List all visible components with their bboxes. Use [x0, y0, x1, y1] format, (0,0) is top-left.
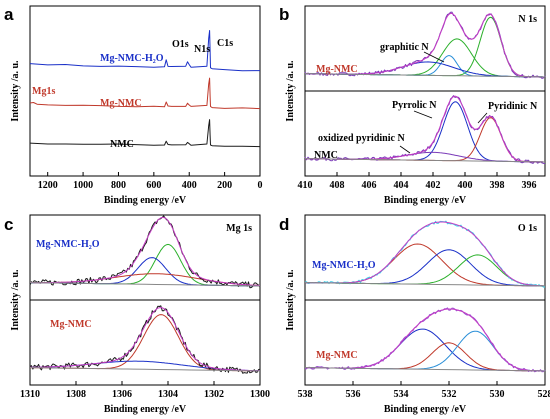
x-axis-label: Binding energy /eV: [384, 195, 467, 206]
survey-line-0: [29, 30, 261, 72]
label-n1s: N1s: [194, 44, 210, 55]
y-axis-label: Intensity /a. u.: [10, 60, 21, 122]
sample-label-1: Mg-NMC: [50, 319, 92, 330]
x-tick-label: 0: [258, 180, 263, 191]
survey-line-1: [29, 77, 261, 110]
fit-component-0-0: [29, 243, 260, 287]
x-tick-label: 534: [394, 389, 409, 400]
x-tick-label: 1300: [250, 389, 270, 400]
sample-label-0: Mg-NMC: [316, 64, 358, 75]
fit-envelope-1: [29, 307, 260, 372]
x-tick-label: 1200: [38, 180, 58, 191]
fit-baseline-1: [304, 158, 546, 163]
label-oxidized-pyridinic-n: oxidized pyridinic N: [318, 133, 405, 144]
x-tick-label: 532: [442, 389, 457, 400]
x-tick-label: 1302: [204, 389, 224, 400]
fit-envelope-0: [30, 217, 261, 286]
fit-envelope-0: [304, 221, 545, 287]
label-pyridinic-n: Pyridinic N: [488, 101, 538, 112]
label-o1s: O1s: [172, 39, 189, 50]
annotation-arrow: [399, 145, 411, 154]
y-axis-label: Intensity /a. u.: [10, 269, 21, 331]
label-c1s: C1s: [217, 38, 233, 49]
x-tick-label: 404: [394, 180, 409, 191]
x-tick-label: 408: [330, 180, 345, 191]
x-axis-label: Binding energy /eV: [384, 404, 467, 415]
x-tick-label: 402: [426, 180, 441, 191]
x-tick-label: 600: [146, 180, 161, 191]
sample-label-0: Mg-NMC-H₂O: [312, 260, 376, 271]
x-tick-label: 396: [522, 180, 537, 191]
x-tick-label: 400: [182, 180, 197, 191]
x-tick-label: 530: [490, 389, 505, 400]
x-tick-label: 536: [346, 389, 361, 400]
x-axis-label: Binding energy /eV: [104, 404, 187, 415]
annotation-arrow: [477, 112, 488, 124]
panel-title: Mg 1s: [226, 223, 252, 234]
panel-b: b 410 408 406 404 402 400 398 396 Binding energy …: [279, 5, 546, 206]
raw-spectrum-1: [304, 307, 546, 373]
sample-label-1: NMC: [314, 150, 338, 161]
sample-label-1: Mg-NMC: [316, 350, 358, 361]
plot-frame: [29, 5, 261, 177]
label-pyrrolic-n: Pyrrolic N: [392, 100, 437, 111]
x-tick-label: 800: [111, 180, 126, 191]
label-nmc: NMC: [110, 139, 134, 150]
y-axis-label: Intensity /a. u.: [285, 269, 296, 331]
label-mg1s: Mg1s: [32, 86, 55, 97]
annotation-arrow: [413, 110, 433, 119]
panel-letter-b: b: [279, 5, 289, 24]
x-tick-label: 528: [538, 389, 550, 400]
panel-c: c 1310 1308 1306 1304 1302 1300 Binding energy …: [4, 214, 270, 415]
sample-label-0: Mg-NMC-H₂O: [36, 239, 100, 250]
fit-baseline-1: [304, 367, 546, 372]
x-tick-label: 1000: [73, 180, 93, 191]
x-tick-label: 1310: [20, 389, 40, 400]
panel-letter-d: d: [279, 215, 289, 234]
panel-letter-c: c: [4, 215, 13, 234]
panel-a: a 1200 1000 800 600 400 200 0 Binding energy /eV…: [4, 5, 263, 206]
x-tick-label: 400: [458, 180, 473, 191]
fit-baseline-0: [304, 73, 546, 78]
annotation-arrow: [423, 51, 445, 63]
panel-title: N 1s: [518, 14, 537, 25]
label-mg-nmc-h2o: Mg-NMC-H₂O: [100, 53, 164, 64]
fit-envelope-1: [304, 308, 546, 372]
panel-d: d 538 536 534 532 530 528 Binding energy /eV Int…: [279, 214, 550, 415]
x-tick-label: 410: [298, 180, 313, 191]
fit-baseline-0: [304, 282, 546, 287]
x-axis-label: Binding energy /eV: [104, 195, 187, 206]
x-tick-label: 406: [362, 180, 377, 191]
y-axis-label: Intensity /a. u.: [285, 60, 296, 122]
x-tick-label: 200: [217, 180, 232, 191]
label-graphitic-n: graphitic N: [380, 42, 429, 53]
x-tick-label: 1308: [66, 389, 86, 400]
panel-letter-a: a: [4, 5, 14, 24]
label-mg-nmc: Mg-NMC: [100, 98, 142, 109]
fit-baseline-1: [29, 367, 261, 372]
fit-baseline-0: [29, 282, 261, 287]
x-tick-label: 1306: [112, 389, 132, 400]
x-tick-label: 538: [298, 389, 313, 400]
raw-spectrum-1: [29, 305, 261, 374]
x-tick-label: 1304: [158, 389, 178, 400]
x-tick-label: 398: [490, 180, 505, 191]
panel-title: O 1s: [518, 223, 537, 234]
survey-line-2: [29, 119, 261, 148]
